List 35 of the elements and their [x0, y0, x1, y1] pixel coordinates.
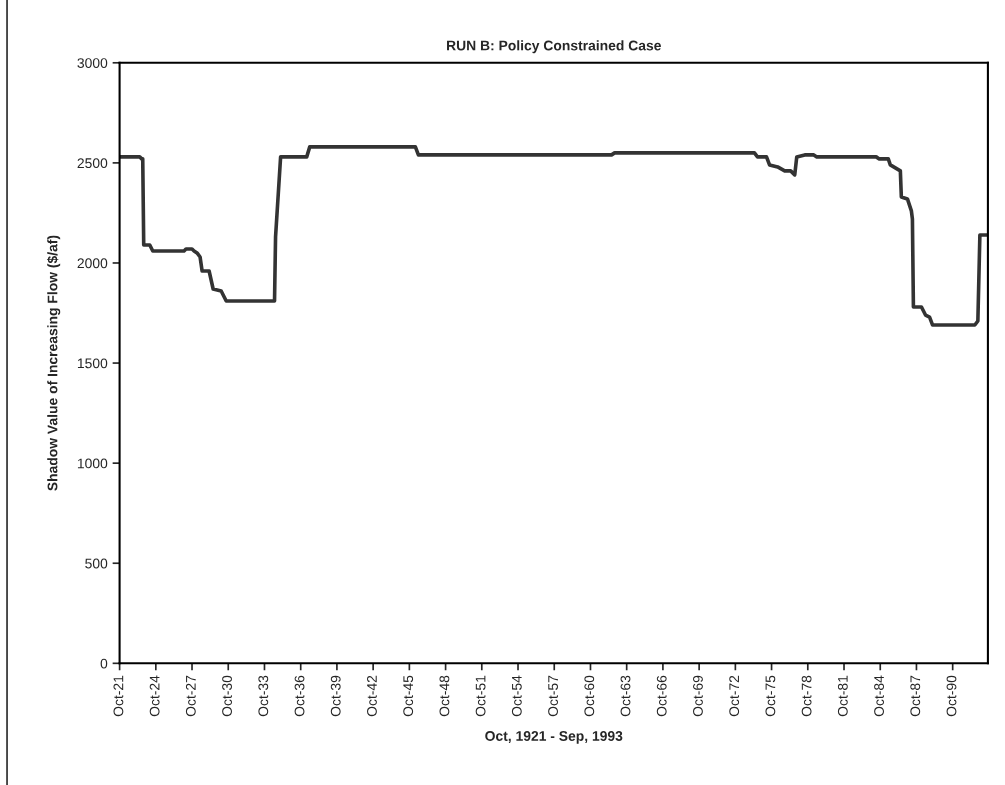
- x-tick-label: Oct-24: [149, 675, 160, 717]
- x-tick-label: Oct-90: [946, 675, 957, 717]
- y-tick-label: 2500: [77, 158, 108, 169]
- y-tick-label: 1000: [77, 458, 108, 469]
- y-tick-label: 500: [85, 558, 108, 569]
- chart-title: RUN B: Policy Constrained Case: [447, 40, 661, 54]
- x-tick-label: Oct-60: [584, 675, 595, 717]
- x-tick-label: Oct-39: [330, 675, 341, 717]
- y-tick-label: 2000: [77, 258, 108, 269]
- x-tick-label: Oct-42: [367, 675, 377, 717]
- x-tick-label: Oct-75: [765, 675, 776, 717]
- x-tick-label: Oct-33: [258, 675, 269, 717]
- x-tick-label: Oct-69: [693, 675, 703, 717]
- x-axis-title: Oct, 1921 - Sep, 1993: [485, 731, 623, 744]
- x-tick-label: Oct-21: [113, 675, 124, 717]
- y-tick-label: 3000: [77, 58, 108, 68]
- y-axis-title: Shadow Value of Increasing Flow ($/af): [46, 235, 61, 491]
- y-tick-label: 0: [100, 658, 108, 669]
- x-tick-label: Oct-27: [185, 675, 196, 717]
- x-tick-label: Oct-63: [620, 675, 631, 717]
- x-tick-label: Oct-84: [874, 675, 884, 717]
- x-tick-label: Oct-72: [729, 675, 740, 717]
- x-tick-label: Oct-36: [294, 675, 305, 717]
- line-series: [119, 145, 988, 327]
- y-tick-label: 1500: [77, 358, 108, 369]
- x-tick-label: Oct-54: [511, 675, 522, 717]
- x-tick-label: Oct-51: [475, 675, 486, 717]
- x-tick-label: Oct-78: [801, 675, 812, 717]
- x-tick-label: Oct-87: [910, 675, 921, 717]
- x-tick-label: Oct-48: [439, 675, 450, 717]
- x-tick-label: Oct-57: [548, 675, 558, 717]
- x-tick-label: Oct-81: [837, 675, 848, 717]
- x-tick-label: Oct-30: [222, 675, 232, 717]
- x-tick-label: Oct-45: [403, 675, 414, 717]
- x-tick-label: Oct-66: [656, 675, 667, 717]
